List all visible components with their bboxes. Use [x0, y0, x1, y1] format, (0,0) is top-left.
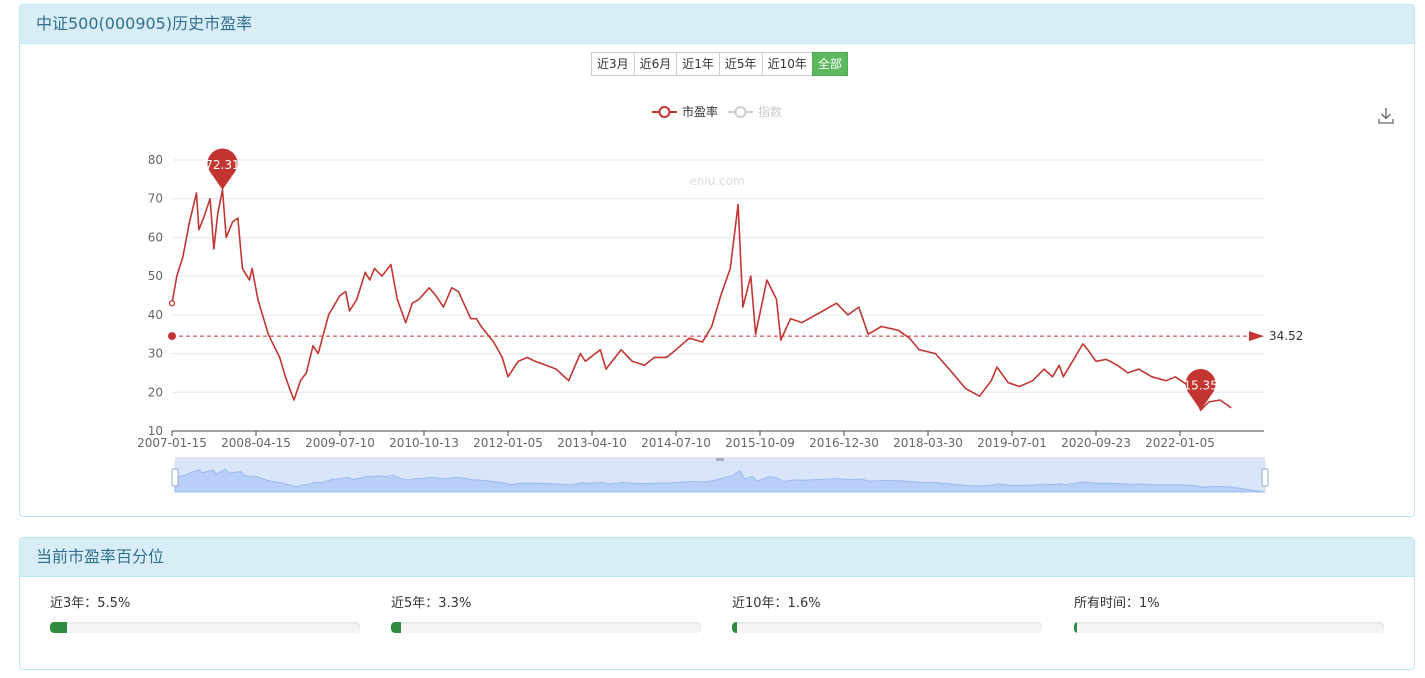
y-tick-label: 80: [148, 153, 163, 167]
pe-line-chart[interactable]: 10 20 30 40 50 60 70 80 2007-01-15 2008-04-15 2009…: [0, 0, 1425, 520]
percentile-progress-fill: [1074, 622, 1078, 633]
min-marker-pin: [1185, 368, 1216, 411]
range-button-5[interactable]: 全部: [811, 52, 848, 76]
x-tick-label: 2020-09-23: [1061, 436, 1131, 450]
min-marker-pin-label: 15.35: [1183, 378, 1217, 392]
legend-pe-label: 市盈率: [682, 104, 718, 119]
average-line-label: 34.52: [1269, 329, 1303, 343]
download-icon[interactable]: [1378, 108, 1394, 124]
x-tick-label: 2013-04-10: [557, 436, 627, 450]
percentile-label: 近5年：3.3%: [391, 596, 472, 611]
y-tick-label: 70: [148, 192, 163, 206]
watermark: eniu.com: [689, 174, 744, 188]
x-tick-label: 2008-04-15: [221, 436, 291, 450]
range-button-4[interactable]: 近10年: [761, 52, 813, 76]
percentile-item: 近3年：5.5%: [50, 595, 362, 633]
data-zoom-slider[interactable]: [171, 457, 1269, 493]
data-zoom-right-handle: [1261, 468, 1269, 487]
x-tick-label: 2012-01-05: [473, 436, 543, 450]
percentile-item: 所有时间：1%: [1074, 595, 1386, 633]
time-range-selector: 近3月 近6月 近1年 近5年 近10年 全部: [591, 52, 848, 76]
data-zoom-preview: [174, 468, 1266, 493]
pe-history-panel-title: 中证500(000905)历史市盈率: [20, 5, 1414, 44]
percentile-item: 近5年：3.3%: [391, 595, 703, 633]
y-tick-label: 30: [148, 347, 163, 361]
range-button-2[interactable]: 近1年: [676, 52, 720, 76]
percentile-progress-fill: [391, 622, 402, 633]
download-icon-path: [1378, 108, 1394, 124]
x-tick-label: 2018-03-30: [893, 436, 963, 450]
x-tick-label: 2010-10-13: [389, 436, 459, 450]
percentile-item: 近10年：1.6%: [732, 595, 1044, 633]
y-tick-label: 20: [148, 385, 163, 399]
chart-legend[interactable]: 市盈率 指数: [652, 104, 782, 119]
pe-percentile-panel-title: 当前市盈率百分位: [20, 538, 1414, 577]
percentile-label: 所有时间：1%: [1074, 596, 1160, 611]
x-tick-label: 2014-07-10: [641, 436, 711, 450]
percentile-label: 近10年：1.6%: [732, 596, 821, 611]
x-tick-label: 2009-07-10: [305, 436, 375, 450]
percentile-progress-fill: [50, 622, 68, 633]
x-tick-label: 2007-01-15: [137, 436, 207, 450]
pe-percentile-panel: 当前市盈率百分位: [19, 537, 1415, 670]
average-line-arrow: [1249, 331, 1264, 342]
y-tick-label: 60: [148, 230, 163, 244]
max-marker-pin-label: 72.31: [205, 158, 239, 172]
percentile-label: 近3年：5.5%: [50, 596, 131, 611]
range-button-1[interactable]: 近6月: [633, 52, 678, 76]
data-zoom-center-handle: [716, 458, 724, 461]
percentile-progress-bar: [732, 622, 1042, 633]
x-tick-label: 2016-12-30: [809, 436, 879, 450]
percentile-progress-bar: [50, 622, 360, 633]
x-tick-label: 2015-10-09: [725, 436, 795, 450]
pe-series-start-point: [168, 300, 176, 307]
y-tick-label: 10: [148, 424, 163, 438]
average-line-start-dot: [168, 332, 176, 341]
legend-pe-icon: [658, 106, 671, 118]
data-zoom-left-handle: [171, 468, 179, 487]
x-tick-label: 2019-07-01: [977, 436, 1047, 450]
percentile-progress-bar: [1074, 622, 1384, 633]
x-tick-label: 2022-01-05: [1145, 436, 1215, 450]
max-marker-pin: [207, 148, 238, 190]
range-button-3[interactable]: 近5年: [718, 52, 763, 76]
y-tick-label: 50: [148, 269, 163, 283]
percentile-progress-bar: [391, 622, 701, 633]
percentile-progress-fill: [732, 622, 737, 633]
legend-index-icon: [734, 106, 747, 118]
pe-series-line: [171, 189, 1232, 412]
y-tick-label: 40: [148, 308, 163, 322]
legend-index-label: 指数: [758, 104, 782, 119]
